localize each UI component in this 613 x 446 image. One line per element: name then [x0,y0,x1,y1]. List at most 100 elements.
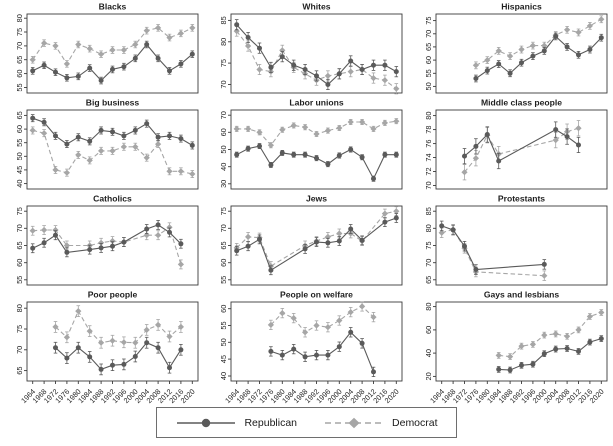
republican-circle-marker [348,329,354,335]
republican-circle-marker [337,152,343,158]
republican-circle-marker [41,240,47,246]
republican-circle-marker [552,127,558,133]
republican-circle-marker [52,69,58,75]
svg-text:74: 74 [424,153,433,161]
democrat-diamond-marker [290,315,298,322]
series-republican [234,19,400,90]
republican-circle-marker [518,362,524,368]
republican-circle-marker [348,58,354,64]
republican-circle-marker [245,146,251,152]
republican-circle-marker [507,70,513,76]
panel-gays-and-lesbians: Gays and lesbians 20 40 60 80 1964 1968 1972 197… [409,288,613,406]
plot-frame: 4045505560196419681972197619801984198819… [219,301,403,405]
republican-circle-marker [337,344,343,350]
democrat-diamond-marker [268,321,275,329]
democrat-diamond-marker [97,239,105,246]
democrat-diamond-marker [586,22,593,30]
svg-text:55: 55 [15,276,24,284]
republican-circle-marker [178,136,184,142]
democrat-diamond-marker [29,56,36,63]
republican-circle-marker [302,66,308,72]
republican-circle-marker [371,176,377,182]
svg-text:65: 65 [15,111,24,119]
democrat-diamond-marker [336,124,343,132]
democrat-diamond-marker [597,16,605,23]
democrat-diamond-marker [75,308,82,315]
panel-title: People on welfare [280,290,353,300]
svg-text:40: 40 [219,372,228,380]
series-democrat [233,118,400,149]
republican-circle-marker [64,75,70,81]
democrat-diamond-marker [393,208,400,215]
democrat-diamond-marker [189,170,196,178]
panel-big-business: Big business 40 45 50 55 60 65 [0,96,204,192]
svg-text:75: 75 [15,325,24,333]
legend-item-republican: Republican [175,416,297,430]
panel-title: Jews [306,194,327,204]
svg-text:85: 85 [219,16,228,24]
democrat-diamond-marker [575,29,582,36]
chart-svg-poor-people: Poor people65707580196419681972197619801… [15,290,199,405]
plot-frame: 55 60 65 70 75 80 [15,13,199,94]
series-republican [495,335,604,374]
series-republican [473,32,604,83]
republican-circle-marker [575,52,581,58]
republican-circle-marker [144,42,150,48]
democrat-diamond-marker [166,34,173,41]
republican-circle-marker [394,152,400,158]
democrat-diamond-marker [86,157,93,164]
republican-circle-marker [337,71,343,77]
democrat-diamond-marker [370,314,377,321]
republican-circle-marker [587,339,593,345]
democrat-diamond-marker [75,151,82,158]
svg-text:72: 72 [424,167,433,175]
svg-text:55: 55 [219,321,228,329]
democrat-diamond-marker [29,127,36,134]
republican-circle-marker [359,154,365,160]
democrat-diamond-marker [86,328,93,335]
plot-frame: 55 60 65 70 75 [15,205,199,286]
republican-circle-marker [564,134,570,140]
series-republican [268,327,377,377]
panel-title: Whites [303,2,331,12]
republican-circle-marker [484,68,490,74]
republican-circle-marker [507,367,513,373]
democrat-diamond-marker [563,26,570,33]
democrat-diamond-marker [143,326,150,334]
republican-circle-marker [178,241,184,247]
democrat-diamond-marker [120,339,127,346]
panel-labor-unions: Labor unions 30 40 50 60 70 [204,96,408,192]
democrat-diamond-marker [233,125,241,133]
svg-text:70: 70 [15,224,24,232]
svg-text:70: 70 [219,80,228,88]
chart-svg-hispanics: Hispanics 50 55 60 65 70 75 [424,2,608,94]
svg-text:45: 45 [15,166,24,174]
panel-jews: Jews 55 60 65 70 75 [204,192,408,288]
democrat-diamond-marker [393,85,400,92]
republican-circle-marker [75,73,81,79]
republican-circle-marker [109,243,115,249]
republican-circle-marker [178,61,184,67]
republican-circle-marker [98,127,104,133]
republican-circle-marker [541,351,547,357]
republican-circle-marker [280,352,286,358]
democrat-diamond-marker [336,317,343,324]
svg-text:65: 65 [15,366,24,374]
democrat-diamond-marker [518,46,525,53]
plot-frame: 6570758019641968197219761980198419881992… [15,301,199,405]
svg-text:50: 50 [219,145,228,153]
republican-circle-marker [144,340,150,346]
republican-circle-marker [178,347,184,353]
democrat-diamond-marker [382,119,389,127]
democrat-diamond-marker [325,127,332,134]
chart-svg-people-on-welfare: People on welfare40455055601964196819721… [219,290,403,405]
republican-circle-marker [132,353,138,359]
svg-text:70: 70 [424,259,433,267]
svg-text:70: 70 [15,42,24,50]
democrat-diamond-marker [154,232,162,239]
series-democrat [29,24,196,68]
democrat-diamond-marker [279,310,286,317]
panel-title: Hispanics [501,2,542,12]
republican-circle-marker [166,229,172,235]
